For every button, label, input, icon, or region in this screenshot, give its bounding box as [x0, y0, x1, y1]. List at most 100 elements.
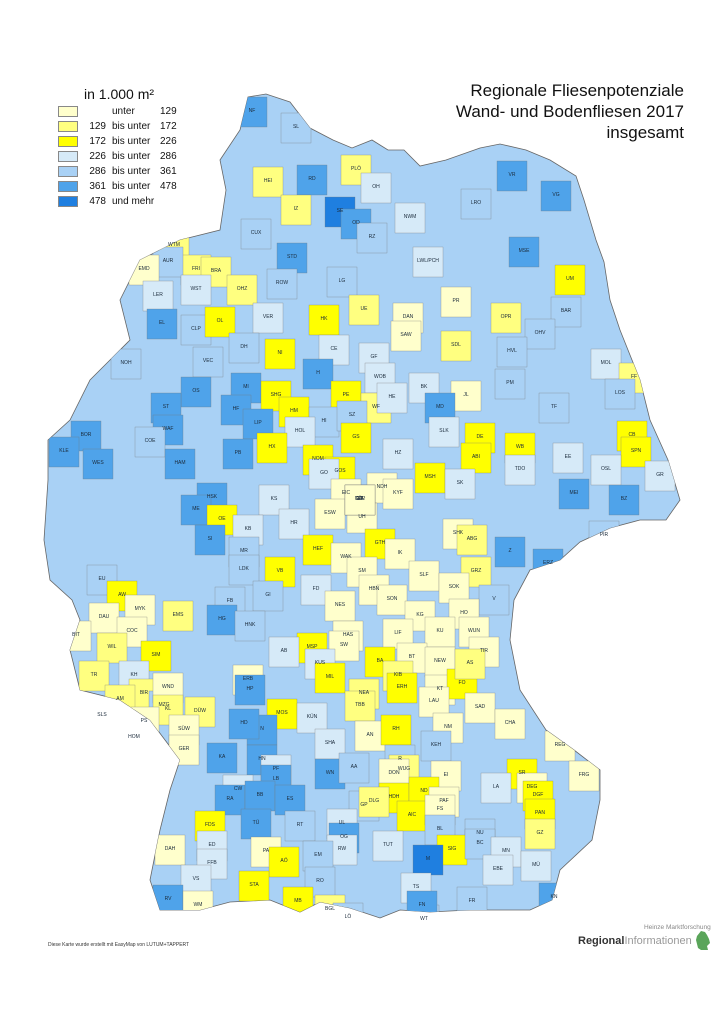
region-label: UH	[358, 514, 366, 520]
region-sad	[464, 692, 496, 724]
region-label: KL	[165, 706, 171, 712]
region-label: NU	[476, 830, 484, 836]
region-label: WUG	[398, 766, 410, 772]
region-label: SIG	[448, 846, 457, 852]
region-label: SHA	[325, 740, 336, 746]
region-label: SAD	[475, 704, 486, 710]
region-sdl	[440, 330, 472, 362]
legend-row: unter 129	[58, 104, 190, 119]
region-label: DAN	[403, 314, 414, 320]
region-hx	[256, 432, 288, 464]
region-label: RD	[308, 176, 316, 182]
region-label: GO	[320, 470, 328, 476]
region-es	[274, 784, 306, 816]
region-spn	[620, 436, 652, 468]
region-row	[266, 268, 298, 300]
region-keh	[420, 730, 452, 762]
region-hvl	[496, 336, 528, 368]
region-label: GS	[352, 434, 360, 440]
region-label: EMS	[173, 612, 185, 618]
region-label: FS	[437, 806, 444, 812]
region-la	[480, 772, 512, 804]
region-label: HP	[247, 686, 255, 692]
region-label: WIL	[108, 644, 117, 650]
region-label: LÖ	[345, 913, 352, 920]
region-label: V	[492, 596, 496, 602]
legend-mid: bis unter	[112, 151, 151, 162]
region-label: WN	[326, 770, 335, 776]
legend-to: 478	[160, 181, 177, 192]
region-label: ROW	[276, 280, 289, 286]
region-label: MSH	[424, 474, 436, 480]
region-label: SLK	[439, 428, 449, 434]
region-label: AÖ	[280, 857, 287, 864]
brand-bold-text: Regional	[578, 934, 625, 947]
region-hk	[308, 304, 340, 336]
region-label: WST	[190, 286, 201, 292]
region-label: AUR	[163, 258, 174, 264]
region-label: ABI	[472, 454, 480, 460]
region-label: HAS	[343, 632, 354, 638]
region-label: HBN	[369, 586, 380, 592]
region-label: HN	[258, 756, 266, 762]
region-label: HAM	[174, 460, 185, 466]
region-label: LIF	[394, 630, 401, 636]
region-mü	[520, 850, 552, 882]
region-label: OS	[192, 388, 200, 394]
legend-row: 478 und mehr	[58, 194, 190, 209]
legend-mid: unter	[112, 106, 135, 117]
region-label: KIB	[394, 672, 403, 678]
region-label: UM	[566, 276, 574, 282]
region-label: M	[426, 856, 430, 862]
region-label: CHA	[505, 720, 516, 726]
region-lro	[460, 188, 492, 220]
legend-from: 478	[89, 196, 106, 207]
region-label: WES	[92, 460, 104, 466]
region-label: VB	[277, 568, 284, 574]
map-title: Regionale Fliesenpotenziale Wand- und Bo…	[456, 80, 684, 143]
region-sok	[438, 572, 470, 604]
legend-mid: bis unter	[112, 181, 151, 192]
region-label: WF	[372, 404, 380, 410]
region-label: MÜ	[532, 861, 540, 868]
region-wst	[180, 274, 212, 306]
region-label: CLP	[191, 326, 201, 332]
region-label: LB	[273, 776, 280, 782]
region-label: RA	[227, 796, 235, 802]
region-ra	[214, 784, 246, 816]
region-label: KEH	[431, 742, 442, 748]
region-label: BB	[257, 792, 264, 798]
legend-row: 226 bis unter 286	[58, 149, 190, 164]
region-label: OPR	[501, 314, 512, 320]
region-label: SÜW	[178, 725, 190, 732]
region-label: N	[260, 726, 264, 732]
region-label: PF	[273, 766, 279, 772]
region-label: MEI	[570, 490, 579, 496]
region-iz	[280, 194, 312, 226]
region-nes	[324, 590, 356, 622]
region-label: HDH	[389, 794, 400, 800]
region-label: AN	[367, 732, 374, 738]
region-kün	[296, 702, 328, 734]
region-lg	[326, 266, 358, 298]
region-m	[412, 844, 444, 876]
region-label: HEI	[264, 178, 272, 184]
region-label: SAW	[400, 332, 411, 338]
legend-swatch	[58, 181, 78, 192]
region-label: VR	[509, 172, 516, 178]
region-label: DON	[388, 770, 400, 776]
legend-mid: bis unter	[112, 121, 151, 132]
region-label: MD	[436, 404, 444, 410]
region-label: RH	[392, 726, 400, 732]
region-dh	[228, 332, 260, 364]
region-label: OG	[340, 834, 348, 840]
region-v	[478, 584, 510, 616]
title-line-3: insgesamt	[606, 123, 684, 142]
brand-top-text: Heinze Marktforschung	[643, 924, 711, 931]
region-label: ND	[420, 788, 428, 794]
region-label: HOL	[295, 428, 306, 434]
legend-row: 172 bis unter 226	[58, 134, 190, 149]
region-pm	[494, 368, 526, 400]
region-label: NDH	[377, 484, 388, 490]
